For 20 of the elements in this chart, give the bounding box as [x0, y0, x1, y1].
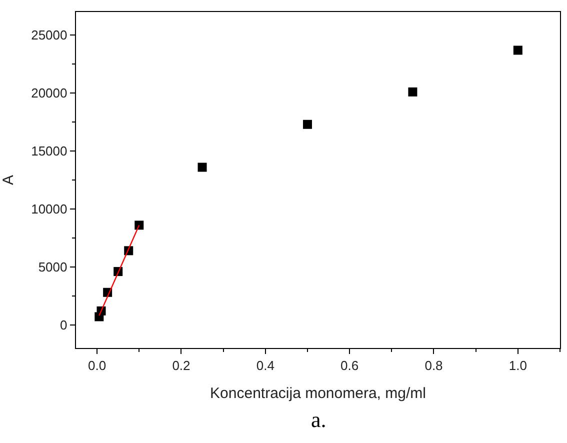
y-tick-label: 20000: [31, 86, 68, 101]
x-tick-label: 0.6: [340, 358, 359, 373]
y-tick-label: 15000: [31, 144, 68, 159]
y-tick-label: 5000: [38, 259, 68, 274]
x-tick-label: 1.0: [508, 358, 527, 373]
x-tick-label: 0.8: [424, 358, 443, 373]
y-tick-label: 0: [60, 317, 68, 332]
x-tick-label: 0.2: [172, 358, 190, 373]
point: [513, 46, 522, 55]
point: [198, 162, 207, 172]
x-axis-title: Koncentracija monomera, mg/ml: [210, 384, 426, 402]
x-tick-label: 0.0: [88, 358, 106, 373]
x-tick-label: 0.4: [256, 358, 274, 373]
point: [134, 220, 144, 230]
y-tick-label: 25000: [31, 28, 68, 43]
y-axis-title: A: [0, 174, 17, 186]
point: [408, 87, 418, 96]
y-tick-label: 10000: [31, 202, 68, 217]
text: a.: [311, 407, 326, 432]
point: [302, 120, 312, 129]
